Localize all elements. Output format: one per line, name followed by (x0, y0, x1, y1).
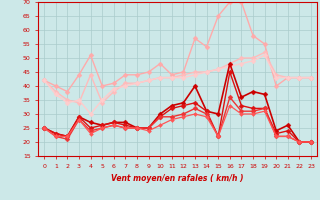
X-axis label: Vent moyen/en rafales ( km/h ): Vent moyen/en rafales ( km/h ) (111, 174, 244, 183)
